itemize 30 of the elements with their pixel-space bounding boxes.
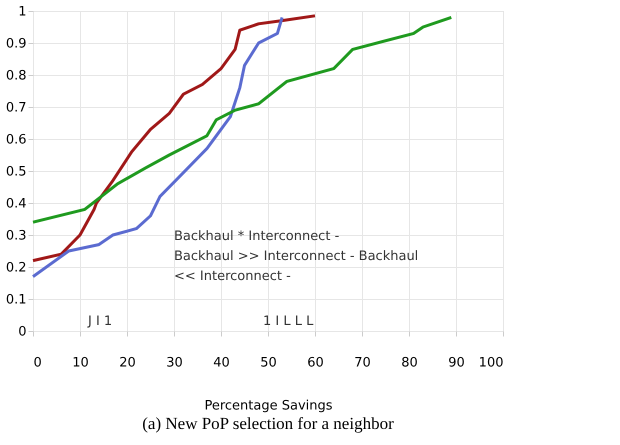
y-tick-label: 0 bbox=[18, 324, 26, 340]
y-tick-label: 0.1 bbox=[6, 292, 26, 308]
x-tick-label: 0 bbox=[34, 356, 42, 370]
annotation: Backhaul >> Interconnect - Backhaul bbox=[174, 249, 418, 264]
annotation: J I 1 bbox=[87, 314, 112, 329]
y-tick-label: 0.7 bbox=[6, 100, 26, 116]
x-tick-label: 90 bbox=[448, 356, 465, 370]
x-tick-label: 60 bbox=[307, 356, 324, 370]
y-tick-label: 0.4 bbox=[6, 196, 26, 212]
y-tick-label: 0.9 bbox=[6, 36, 26, 52]
x-tick-label: 10 bbox=[72, 356, 89, 370]
annotation: Backhaul * Interconnect - bbox=[174, 229, 340, 244]
x-axis-title: Percentage Savings bbox=[204, 398, 333, 414]
y-tick-label: 0.8 bbox=[6, 68, 26, 84]
y-tick-label: 0.6 bbox=[6, 132, 26, 148]
x-tick-label: 100 bbox=[478, 356, 504, 370]
line-series bbox=[32, 16, 453, 224]
x-tick-label: 80 bbox=[401, 356, 418, 370]
x-tick-label: 20 bbox=[119, 356, 136, 370]
annotation: 1 I L L L bbox=[263, 314, 314, 329]
x-tick-label: 40 bbox=[213, 356, 230, 370]
x-tick-label: 50 bbox=[260, 356, 277, 370]
y-tick-label: 0.2 bbox=[6, 260, 26, 276]
y-tick-label: 0.3 bbox=[6, 228, 26, 244]
y-tick-label: 1 bbox=[18, 4, 26, 20]
x-tick-label: 70 bbox=[354, 356, 371, 370]
x-tick-label: 30 bbox=[166, 356, 183, 370]
text: (a) New PoP selection for a neighbor bbox=[142, 414, 394, 433]
y-tick-label: 0.5 bbox=[6, 164, 26, 180]
annotation: << Interconnect - bbox=[174, 269, 292, 284]
